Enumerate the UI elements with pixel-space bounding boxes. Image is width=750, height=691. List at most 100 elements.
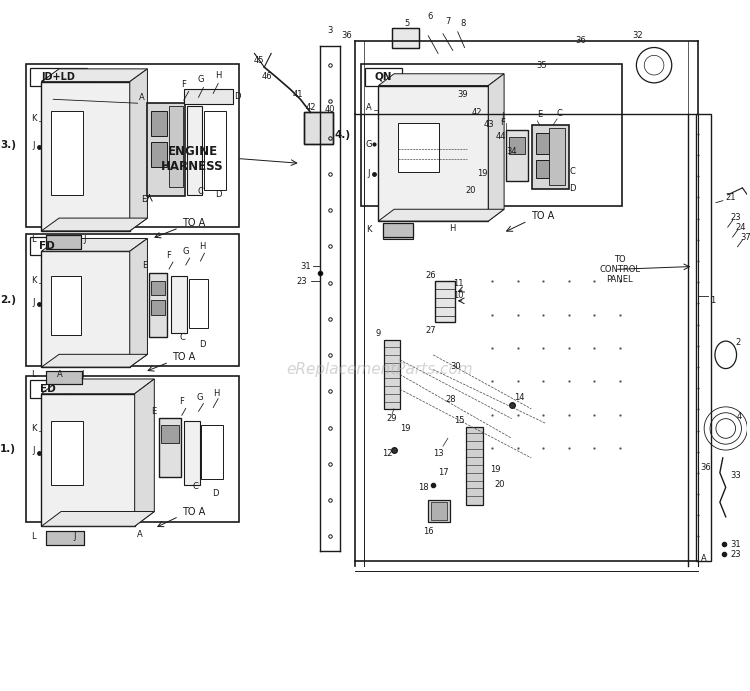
Bar: [304, 113, 333, 144]
Text: H: H: [200, 242, 206, 251]
Bar: [46, 235, 81, 249]
Text: J: J: [74, 531, 76, 540]
Text: F: F: [500, 118, 505, 127]
Bar: [187, 106, 202, 195]
Text: 9: 9: [376, 329, 381, 338]
Text: J: J: [82, 370, 84, 379]
Text: A: A: [136, 529, 142, 538]
Text: J: J: [502, 113, 504, 122]
Bar: [26, 376, 239, 522]
Text: 17: 17: [438, 468, 448, 477]
Bar: [152, 301, 165, 315]
Text: 6: 6: [427, 12, 433, 21]
Text: eReplacementParts.com: eReplacementParts.com: [286, 362, 472, 377]
Text: D: D: [569, 184, 576, 193]
Bar: [392, 28, 419, 48]
Polygon shape: [130, 69, 148, 231]
Text: K: K: [31, 276, 36, 285]
Polygon shape: [135, 379, 154, 527]
Text: G: G: [196, 393, 202, 402]
Bar: [202, 425, 223, 479]
Bar: [152, 281, 165, 296]
Text: C: C: [197, 187, 203, 196]
Bar: [392, 28, 419, 48]
Text: H: H: [215, 71, 221, 80]
Bar: [364, 68, 402, 86]
Text: ENGINE: ENGINE: [167, 145, 217, 158]
Text: 26: 26: [425, 271, 436, 280]
Text: 3: 3: [328, 26, 333, 35]
Text: H: H: [448, 225, 455, 234]
Text: 3.): 3.): [0, 140, 16, 151]
Text: 41: 41: [292, 90, 303, 99]
Bar: [171, 276, 187, 333]
Text: G: G: [197, 75, 204, 84]
Bar: [383, 223, 412, 237]
Text: 19: 19: [490, 465, 500, 474]
Bar: [46, 531, 84, 545]
Polygon shape: [130, 238, 148, 367]
Text: 35: 35: [536, 61, 547, 70]
Text: 23: 23: [296, 276, 307, 285]
Text: JD+LD: JD+LD: [41, 72, 75, 82]
Bar: [51, 422, 82, 485]
Text: C: C: [570, 167, 576, 176]
Bar: [205, 111, 226, 189]
Text: 4: 4: [736, 413, 742, 422]
Text: G: G: [365, 140, 372, 149]
Text: G: G: [182, 247, 189, 256]
Text: D: D: [235, 92, 241, 101]
Text: TO A: TO A: [172, 352, 196, 362]
Text: 43: 43: [484, 120, 494, 129]
Text: 30: 30: [451, 362, 461, 371]
Bar: [435, 281, 454, 323]
Text: 42: 42: [472, 108, 482, 117]
Text: TO A: TO A: [182, 218, 206, 228]
Text: 20: 20: [465, 187, 476, 196]
Text: 29: 29: [387, 414, 398, 423]
Text: 21: 21: [725, 193, 736, 202]
Text: C: C: [193, 482, 199, 491]
Bar: [29, 380, 67, 397]
Text: 36: 36: [700, 463, 712, 472]
Text: L: L: [32, 235, 36, 244]
Text: F: F: [179, 397, 184, 406]
Bar: [696, 114, 711, 561]
Polygon shape: [41, 511, 154, 527]
Text: K: K: [366, 225, 371, 234]
Bar: [184, 89, 232, 104]
Text: 13: 13: [433, 448, 443, 457]
Text: J: J: [32, 141, 34, 150]
Bar: [361, 64, 622, 207]
Bar: [304, 113, 333, 144]
Text: ED: ED: [40, 384, 56, 394]
Bar: [29, 68, 86, 86]
Bar: [506, 130, 528, 181]
Text: 33: 33: [730, 471, 741, 480]
Text: 7: 7: [446, 17, 451, 26]
Bar: [532, 125, 569, 189]
Bar: [161, 425, 178, 443]
Bar: [41, 82, 130, 231]
Bar: [148, 103, 184, 196]
Text: D: D: [200, 340, 206, 349]
Text: 28: 28: [446, 395, 456, 404]
Bar: [152, 142, 167, 167]
Text: F: F: [182, 80, 186, 89]
Text: A: A: [366, 103, 371, 112]
Text: TO A: TO A: [531, 211, 554, 221]
Polygon shape: [488, 74, 504, 221]
Text: 1.): 1.): [0, 444, 16, 454]
Text: 36: 36: [575, 36, 586, 45]
Bar: [29, 238, 64, 255]
Text: J: J: [32, 298, 34, 307]
Text: 12: 12: [382, 448, 392, 457]
Text: 32: 32: [632, 31, 643, 40]
Bar: [159, 418, 181, 477]
Text: C: C: [180, 333, 186, 342]
Text: D: D: [212, 489, 218, 498]
Text: 37: 37: [740, 232, 750, 242]
Bar: [428, 500, 450, 522]
Bar: [51, 276, 81, 334]
Text: 40: 40: [325, 105, 335, 114]
